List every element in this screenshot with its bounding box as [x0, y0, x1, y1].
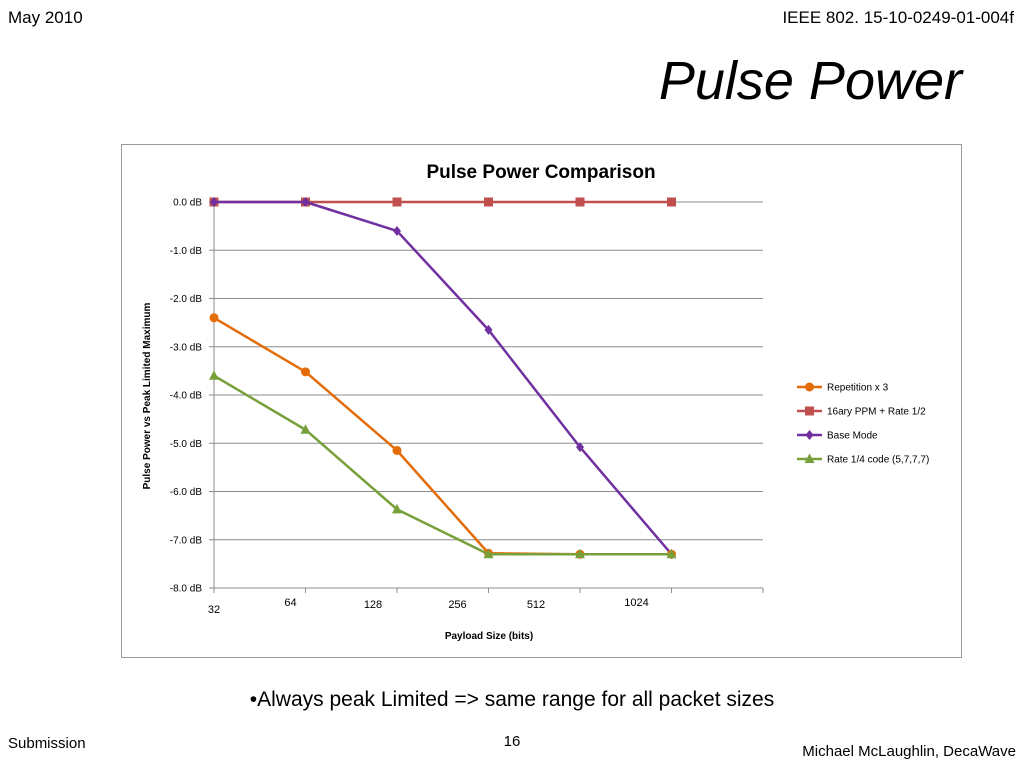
page-number: 16: [503, 733, 521, 750]
footer-submission: Submission: [8, 735, 86, 752]
data-point: [575, 197, 585, 207]
data-point: [301, 197, 310, 207]
x-tick-label: 1024: [624, 597, 648, 609]
data-point: [392, 445, 402, 455]
data-point: [667, 197, 676, 207]
data-point: [484, 197, 493, 207]
data-point: [209, 370, 219, 380]
data-point: [575, 548, 585, 559]
series-line: [213, 316, 672, 556]
data-point: [483, 548, 494, 559]
data-point: [300, 424, 311, 434]
header-date: May 2010: [8, 8, 83, 27]
data-point: [392, 197, 402, 207]
y-tick-label: -4.0 dB: [170, 391, 203, 402]
y-tick-label: -2.0 dB: [170, 294, 203, 305]
x-tick-label: 256: [448, 599, 466, 611]
footer-author: Michael McLaughlin, DecaWave: [802, 743, 1016, 760]
data-point: [805, 430, 814, 440]
data-point: [804, 453, 815, 463]
chart-frame: Pulse Power Comparison 0.0 dB -1.0 dB -2.0…: [121, 144, 962, 658]
legend-label: Rate 1/4 code (5,7,7,7): [827, 455, 929, 466]
y-tick-label: -6.0 dB: [170, 487, 203, 498]
x-axis-label: Payload Size (bits): [445, 631, 533, 642]
pulse-power-chart: Pulse Power Comparison 0.0 dB -1.0 dB -2.0…: [142, 162, 929, 642]
legend-label: 16ary PPM + Rate 1/2: [827, 407, 926, 418]
y-tick-label: 0.0 dB: [173, 198, 202, 209]
slide-title: Pulse Power: [658, 51, 962, 111]
x-tick-label: 128: [364, 599, 382, 611]
data-point: [805, 406, 814, 416]
y-axis-label: Pulse Power vs Peak Limited Maximum: [142, 303, 153, 490]
data-point: [484, 324, 493, 335]
data-point: [805, 382, 814, 392]
y-tick-label: -7.0 dB: [170, 535, 203, 546]
series-line: [214, 200, 673, 556]
x-tick-label: 64: [284, 597, 296, 609]
data-point: [301, 367, 310, 377]
header-doc-id: IEEE 802. 15-10-0249-01-004f: [782, 8, 1014, 27]
data-point: [392, 503, 402, 514]
data-point: [576, 442, 584, 453]
y-tick-label: -8.0 dB: [170, 584, 203, 595]
x-tick-label: 512: [527, 599, 545, 611]
data-point: [209, 313, 219, 323]
x-tick-label: 32: [208, 604, 220, 616]
bullet-text: •Always peak Limited => same range for a…: [249, 688, 775, 711]
y-tick-label: -5.0 dB: [170, 439, 203, 450]
data-point: [393, 225, 401, 236]
y-tick-label: -1.0 dB: [170, 246, 203, 257]
series-line: [213, 374, 672, 556]
data-point: [210, 197, 218, 207]
data-point: [666, 548, 677, 559]
legend-label: Repetition x 3: [827, 383, 889, 394]
y-tick-label: -3.0 dB: [170, 342, 203, 353]
legend-label: Base Mode: [827, 431, 878, 442]
chart-title: Pulse Power Comparison: [426, 162, 655, 183]
